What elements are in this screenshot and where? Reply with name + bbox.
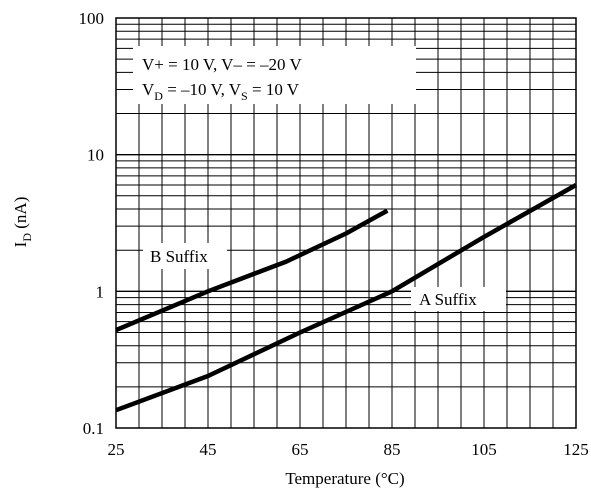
y-tick-label: 0.1 (83, 419, 104, 438)
b-suffix-label: B Suffix (150, 247, 208, 266)
conditions-line-1: V+ = 10 V, V– = –20 V (142, 55, 302, 74)
b-suffix-series-line (115, 208, 389, 333)
conditions-line-2: VD = –10 V, VS = 10 V (142, 80, 300, 103)
a-suffix-label: A Suffix (419, 290, 477, 309)
x-axis-label: Temperature (°C) (285, 469, 404, 488)
y-tick-label: 1 (96, 282, 105, 301)
x-tick-labels: 25 45 65 85 105 125 (108, 440, 589, 459)
conditions-box (133, 46, 416, 104)
x-tick-label: 125 (563, 440, 589, 459)
y-tick-label: 10 (87, 146, 104, 165)
x-tick-label: 45 (200, 440, 217, 459)
series-lines (115, 183, 578, 413)
x-tick-label: 85 (384, 440, 401, 459)
x-tick-label: 105 (471, 440, 497, 459)
y-tick-label: 100 (79, 9, 105, 28)
plot-frame (115, 17, 577, 429)
b-suffix-label-bg (143, 243, 227, 269)
y-tick-labels: 100 10 1 0.1 (79, 9, 105, 438)
x-tick-label: 25 (108, 440, 125, 459)
a-suffix-label-bg (411, 287, 506, 311)
x-tick-label: 65 (292, 440, 309, 459)
y-axis-label: ID (nA) (11, 197, 34, 248)
a-suffix-series-line (115, 183, 578, 413)
